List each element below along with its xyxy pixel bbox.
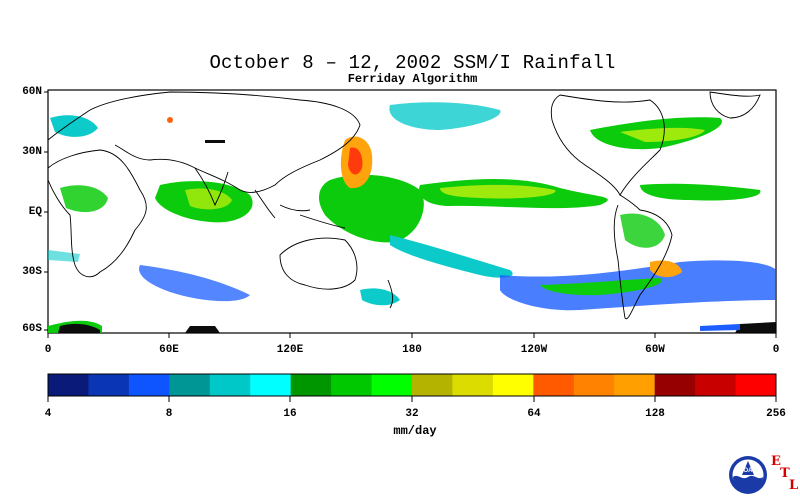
noaa-logo-icon: NOAA (729, 456, 767, 494)
colorbar-swatch (371, 374, 413, 396)
colorbar-swatch (88, 374, 130, 396)
rainfall-field (48, 102, 776, 333)
colorbar-label-64: 64 (527, 408, 541, 420)
colorbar-swatch (128, 374, 170, 396)
colorbar (47, 373, 777, 397)
colorbar-swatch (735, 374, 777, 396)
lat-label-eq: EQ (28, 206, 42, 218)
colorbar-swatch (573, 374, 615, 396)
coastlines (47, 91, 761, 320)
lon-label-60w: 60W (645, 344, 665, 356)
noaa-logo-text: NOAA (739, 468, 757, 474)
lat-label-60s: 60S (22, 323, 42, 335)
colorbar-swatch (695, 374, 737, 396)
colorbar-swatch (492, 374, 534, 396)
colorbar-swatch (614, 374, 656, 396)
lon-label-120e: 120E (276, 344, 304, 356)
colorbar-swatch (209, 374, 251, 396)
lat-label-30n: 30N (22, 146, 42, 158)
colorbar-swatch (654, 374, 696, 396)
lon-label-120w: 120W (520, 344, 548, 356)
lon-label-0-end: 0 (772, 344, 780, 356)
lat-label-60n: 60N (22, 86, 42, 98)
colorbar-label-32: 32 (405, 408, 419, 420)
colorbar-label-128: 128 (645, 408, 665, 420)
lon-label-60e: 60E (159, 344, 179, 356)
etl-letter-e: E (771, 454, 781, 469)
etl-letter-l: L (789, 478, 799, 493)
colorbar-swatch (452, 374, 494, 396)
map-subtitle: Ferriday Algorithm (347, 72, 478, 86)
colorbar-ticks (47, 396, 777, 402)
lat-label-30s: 30S (22, 266, 42, 278)
lon-label-180: 180 (402, 344, 422, 356)
colorbar-label-16: 16 (283, 408, 297, 420)
colorbar-swatch (290, 374, 332, 396)
colorbar-swatch (169, 374, 211, 396)
colorbar-units: mm/day (393, 424, 437, 438)
colorbar-swatch (533, 374, 575, 396)
lon-label-0: 0 (44, 344, 52, 356)
colorbar-label-256: 256 (766, 408, 786, 420)
colorbar-label-4: 4 (44, 408, 52, 420)
colorbar-swatch (331, 374, 373, 396)
map-title: October 8 – 12, 2002 SSM/I Rainfall (209, 52, 616, 74)
colorbar-swatch (250, 374, 292, 396)
colorbar-label-8: 8 (165, 408, 173, 420)
colorbar-swatch (412, 374, 453, 396)
etl-letter-t: T (780, 466, 790, 481)
axis-ticks (44, 91, 777, 338)
colorbar-swatch (48, 374, 89, 396)
